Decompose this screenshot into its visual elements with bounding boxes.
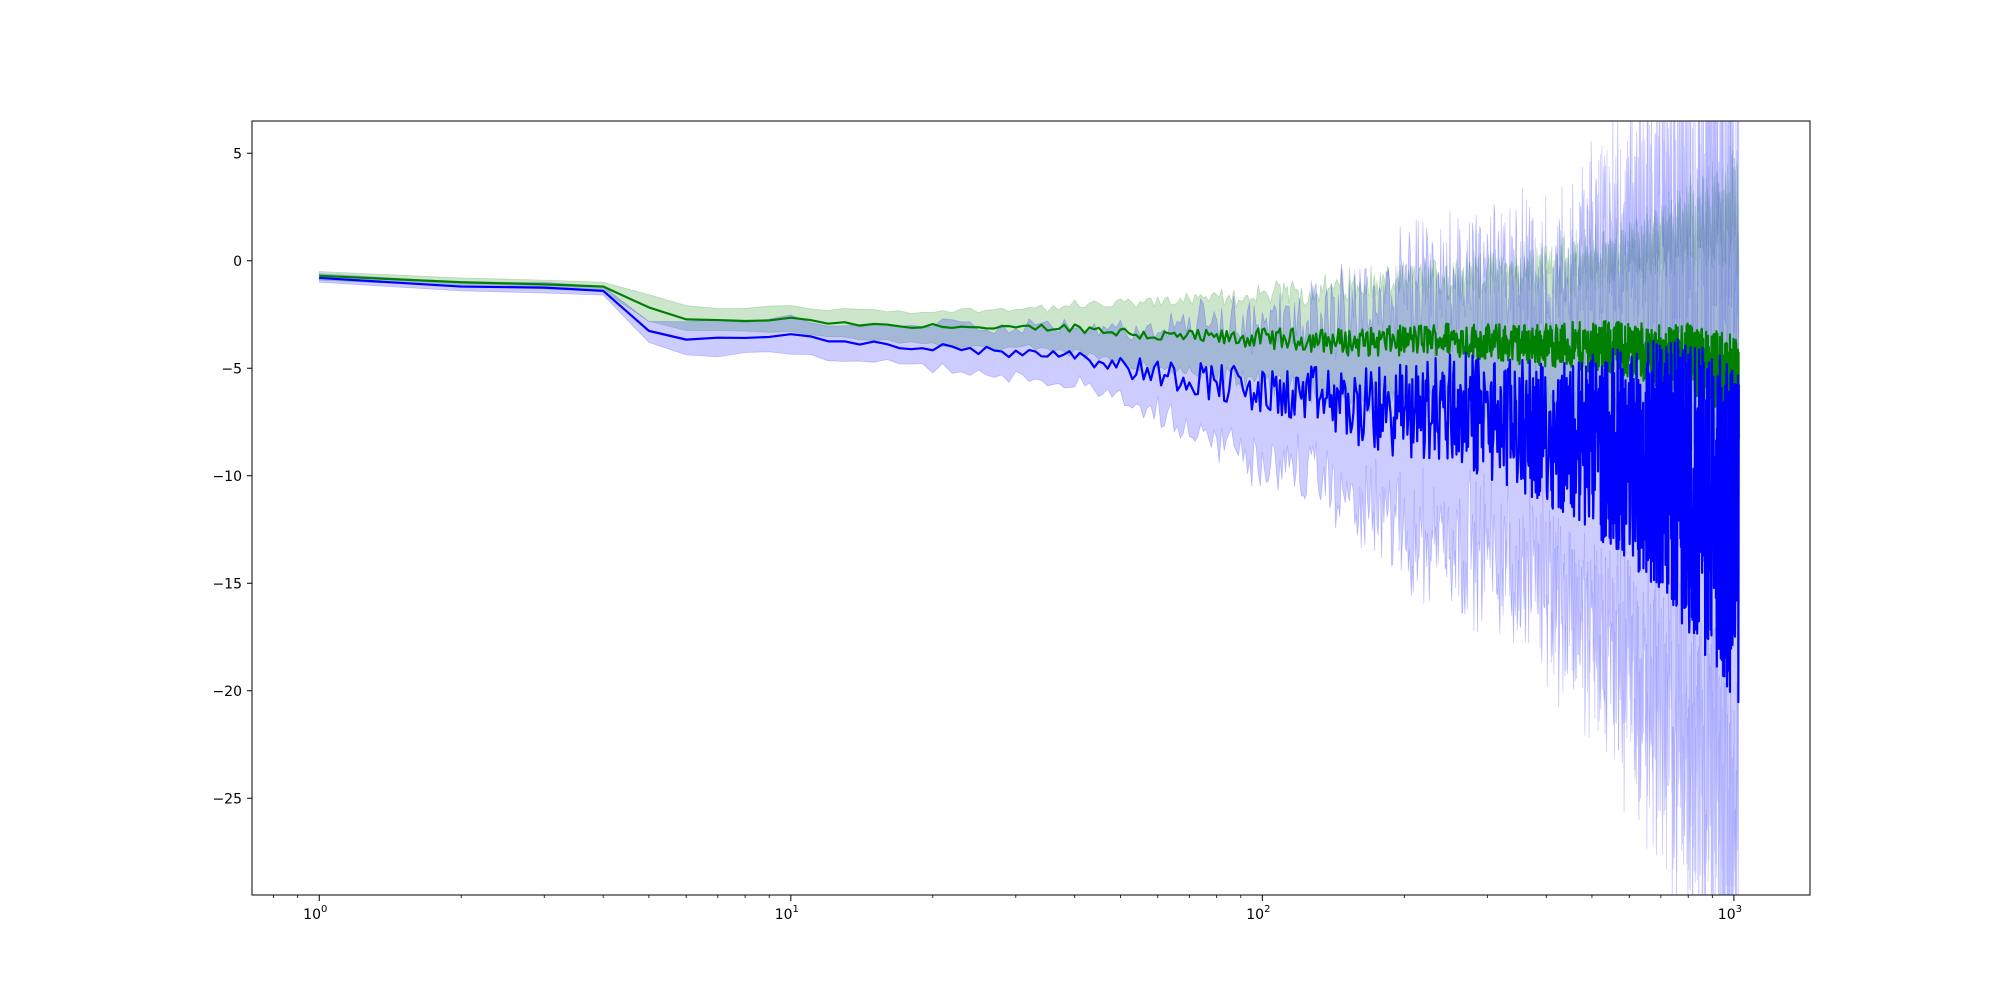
y-axis: 5 0 −5 −10 −15 −20 −25 [212, 146, 252, 807]
x-tick-label: 103 [1718, 904, 1742, 923]
y-tick-label: −25 [212, 791, 242, 807]
series-lines [319, 274, 1740, 704]
x-tick-exponent: 1 [793, 904, 799, 915]
plot-frame [251, 120, 1811, 896]
y-tick-label: −15 [212, 576, 242, 592]
x-tick-base: 10 [1246, 907, 1264, 923]
y-tick-label: −20 [212, 684, 242, 700]
x-tick-base: 10 [1718, 907, 1736, 923]
y-tick-label: −5 [221, 361, 242, 377]
x-tick-exponent: 2 [1264, 904, 1270, 915]
series-1-line [319, 276, 1740, 704]
y-tick-label: 0 [233, 254, 242, 270]
x-tick-base: 10 [303, 907, 321, 923]
x-tick-exponent: 0 [321, 904, 327, 915]
x-axis: 100 101 102 103 [273, 895, 1742, 923]
x-tick-exponent: 3 [1736, 904, 1742, 915]
x-tick-label: 101 [775, 904, 799, 923]
x-tick-base: 10 [775, 907, 793, 923]
x-tick-label: 102 [1246, 904, 1270, 923]
x-tick-label: 100 [303, 904, 327, 923]
y-tick-label: −10 [212, 469, 242, 485]
y-tick-label: 5 [233, 146, 242, 162]
